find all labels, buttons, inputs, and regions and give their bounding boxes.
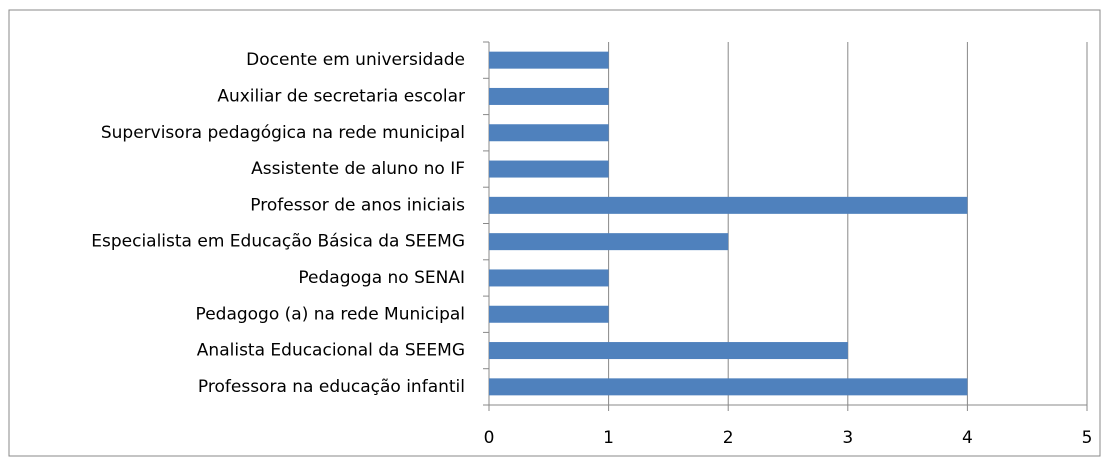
y-tick-label: Analista Educacional da SEEMG [197, 341, 465, 361]
x-tick-label: 1 [603, 428, 614, 448]
y-tick-label: Especialista em Educação Básica da SEEMG [91, 232, 465, 252]
bar [489, 87, 609, 105]
bar [489, 124, 609, 142]
y-tick-label: Auxiliar de secretaria escolar [217, 86, 465, 106]
bar [489, 305, 609, 323]
bar [489, 233, 729, 251]
bar [489, 378, 968, 396]
x-tick-label: 0 [484, 428, 495, 448]
y-tick-label: Pedagoga no SENAI [298, 268, 465, 288]
x-tick-label: 5 [1082, 428, 1093, 448]
x-tick-label: 2 [723, 428, 734, 448]
y-tick-label: Pedagogo (a) na rede Municipal [196, 304, 465, 324]
y-tick-label: Docente em universidade [246, 50, 465, 70]
bar [489, 160, 609, 178]
x-tick-label: 4 [962, 428, 973, 448]
bar [489, 51, 609, 69]
x-tick-label: 3 [842, 428, 853, 448]
y-tick-label: Professora na educação infantil [198, 377, 465, 397]
y-tick-label: Supervisora pedagógica na rede municipal [101, 123, 465, 143]
bar [489, 269, 609, 287]
bar [489, 196, 968, 214]
y-tick-label: Assistente de aluno no IF [251, 159, 465, 179]
bar [489, 342, 848, 360]
y-tick-label: Professor de anos iniciais [250, 195, 465, 215]
